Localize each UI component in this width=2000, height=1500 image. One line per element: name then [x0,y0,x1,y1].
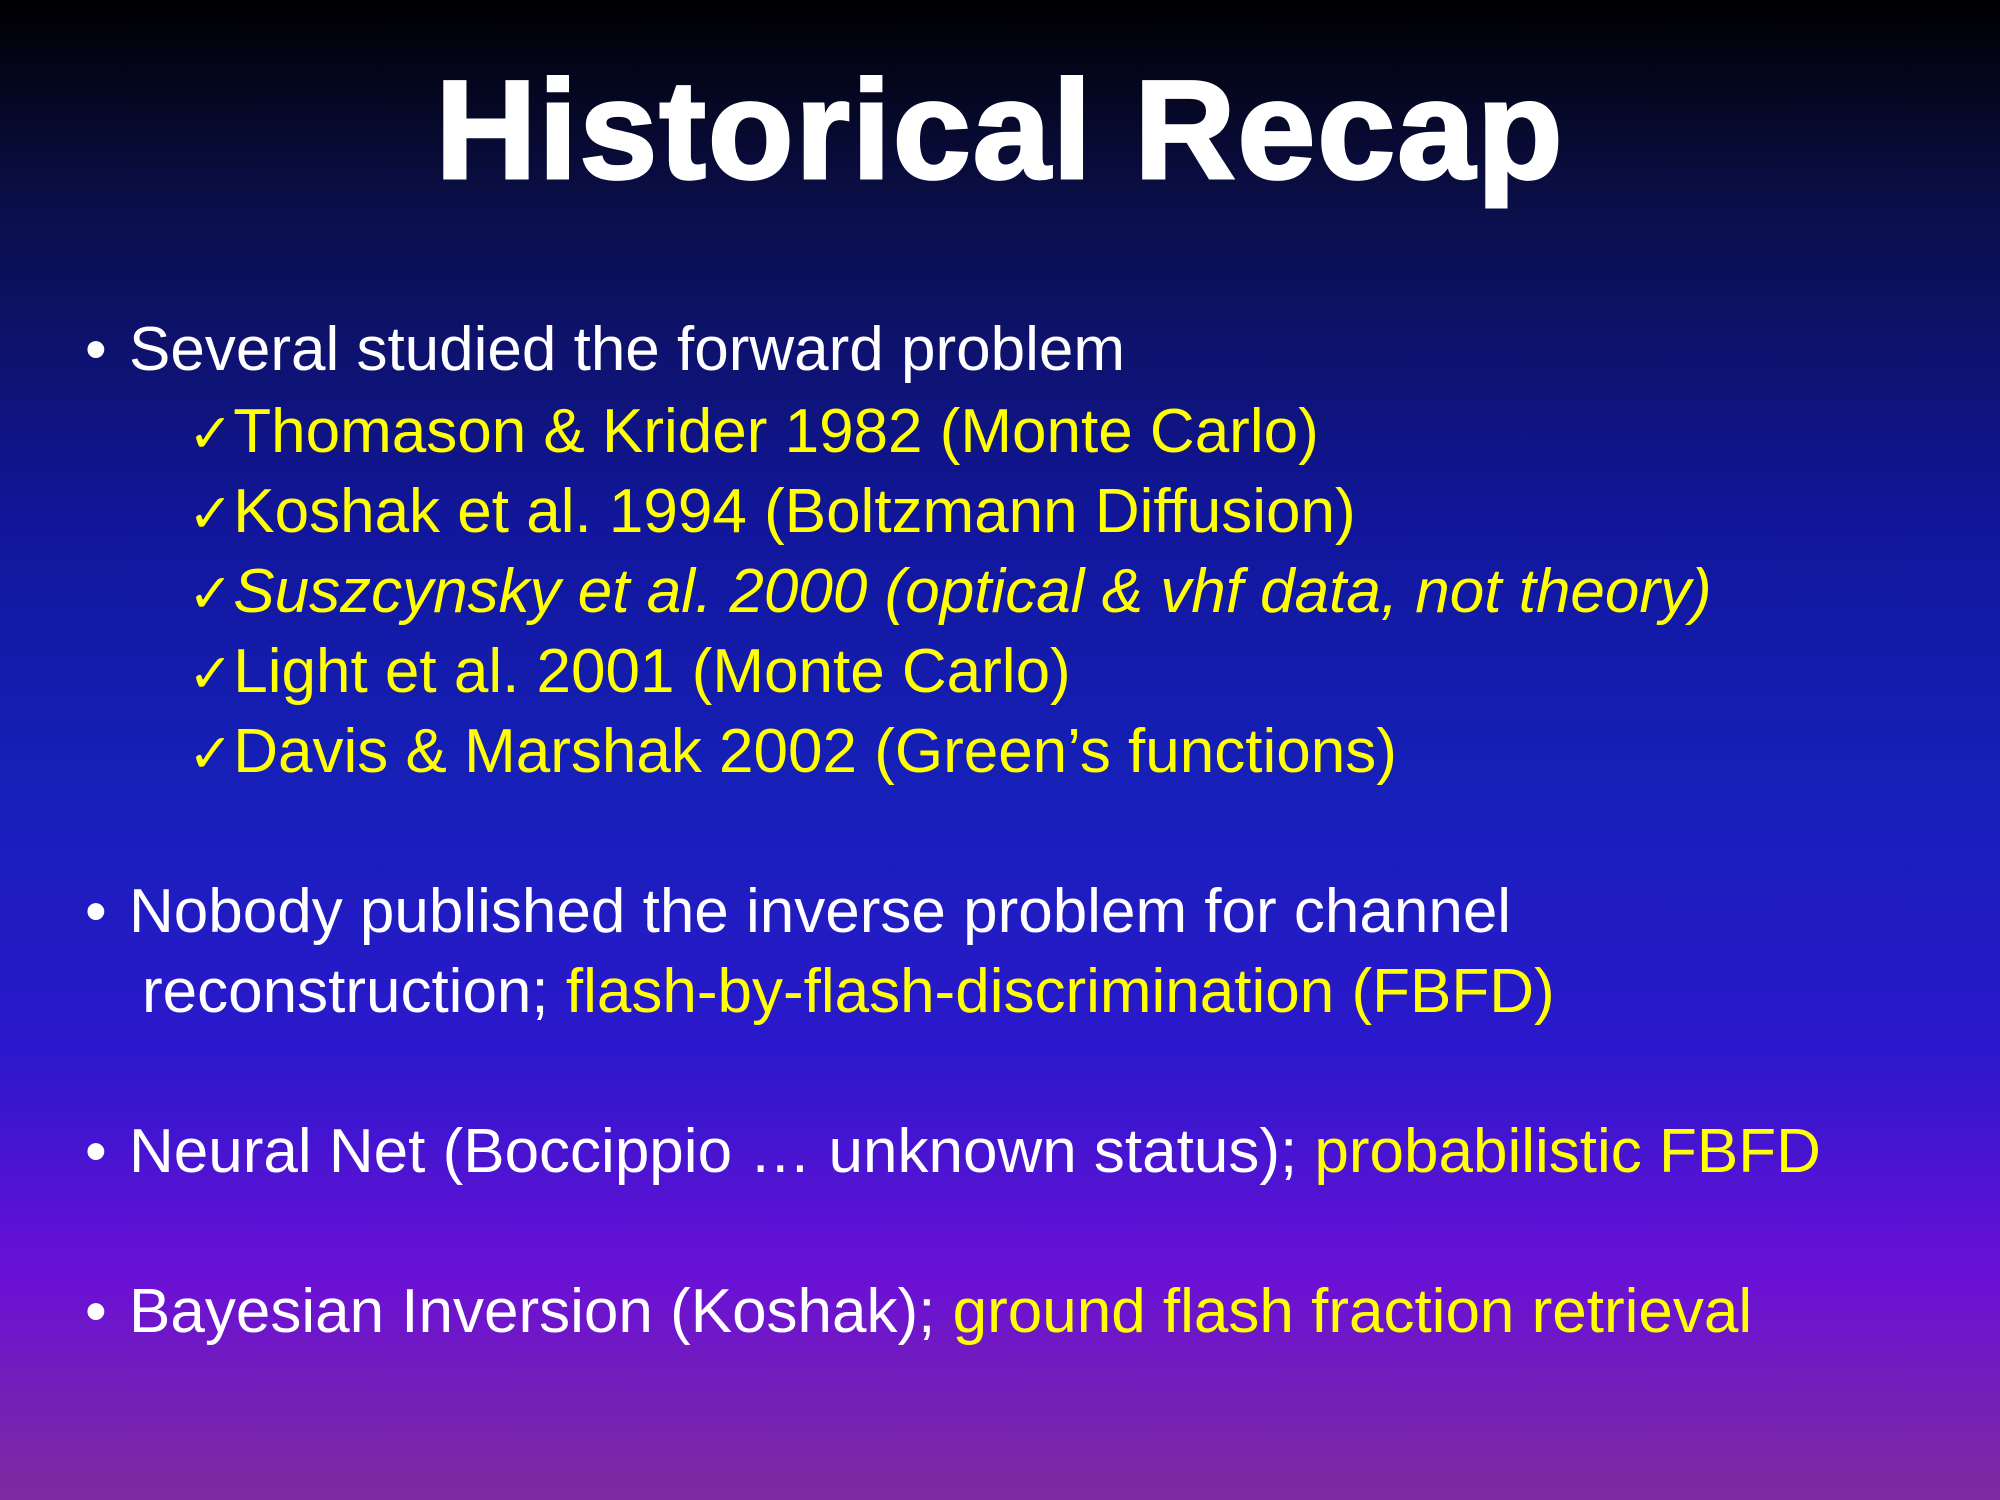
continuation-text: reconstruction; [142,957,566,1026]
bullet-inverse-problem: • Nobody published the inverse problem fo… [85,872,1511,952]
bullet-forward-problem: • Several studied the forward problem [85,310,1125,390]
bullet-inverse-problem-continuation: reconstruction; flash-by-flash-discrimin… [142,952,1555,1032]
bullet-text: Several studied the forward problem [129,315,1125,384]
bullet-text: Nobody published the inverse problem for… [129,877,1512,946]
subitem-text: Koshak et al. 1994 (Boltzmann Diffusion) [233,477,1356,546]
checkmark-icon: ✓ [188,482,234,545]
checkmark-icon: ✓ [188,722,234,785]
subitem-text: Suszcynsky et al. 2000 (optical & vhf da… [233,557,1712,626]
bullet-neural-net: • Neural Net (Boccippio … unknown status)… [85,1112,1821,1192]
subitem-text: Light et al. 2001 (Monte Carlo) [233,637,1071,706]
bullet-marker: • [85,315,107,384]
slide-title: Historical Recap [434,50,1565,210]
subitem-text: Davis & Marshak 2002 (Green’s functions) [233,717,1397,786]
subitem-thomason-krider: ✓Thomason & Krider 1982 (Monte Carlo) [188,392,1319,474]
subitem-text: Thomason & Krider 1982 (Monte Carlo) [233,397,1319,466]
subitem-light: ✓Light et al. 2001 (Monte Carlo) [188,632,1071,714]
subitem-davis-marshak: ✓Davis & Marshak 2002 (Green’s functions… [188,712,1397,794]
highlight-text: ground flash fraction retrieval [952,1277,1753,1346]
bullet-marker: • [85,1117,107,1186]
checkmark-icon: ✓ [188,642,234,705]
bullet-marker: • [85,877,107,946]
highlight-text: probabilistic FBFD [1314,1117,1821,1186]
bullet-bayesian-inversion: • Bayesian Inversion (Koshak); ground fla… [85,1272,1752,1352]
highlight-text: flash-by-flash-discrimination (FBFD) [565,957,1555,1026]
checkmark-icon: ✓ [188,402,234,465]
subitem-suszcynsky: ✓Suszcynsky et al. 2000 (optical & vhf d… [188,552,1712,634]
bullet-marker: • [85,1277,107,1346]
bullet-text: Neural Net (Boccippio … unknown status); [129,1117,1315,1186]
checkmark-icon: ✓ [188,562,234,625]
bullet-text: Bayesian Inversion (Koshak); [129,1277,953,1346]
subitem-koshak-1994: ✓Koshak et al. 1994 (Boltzmann Diffusion… [188,472,1356,554]
